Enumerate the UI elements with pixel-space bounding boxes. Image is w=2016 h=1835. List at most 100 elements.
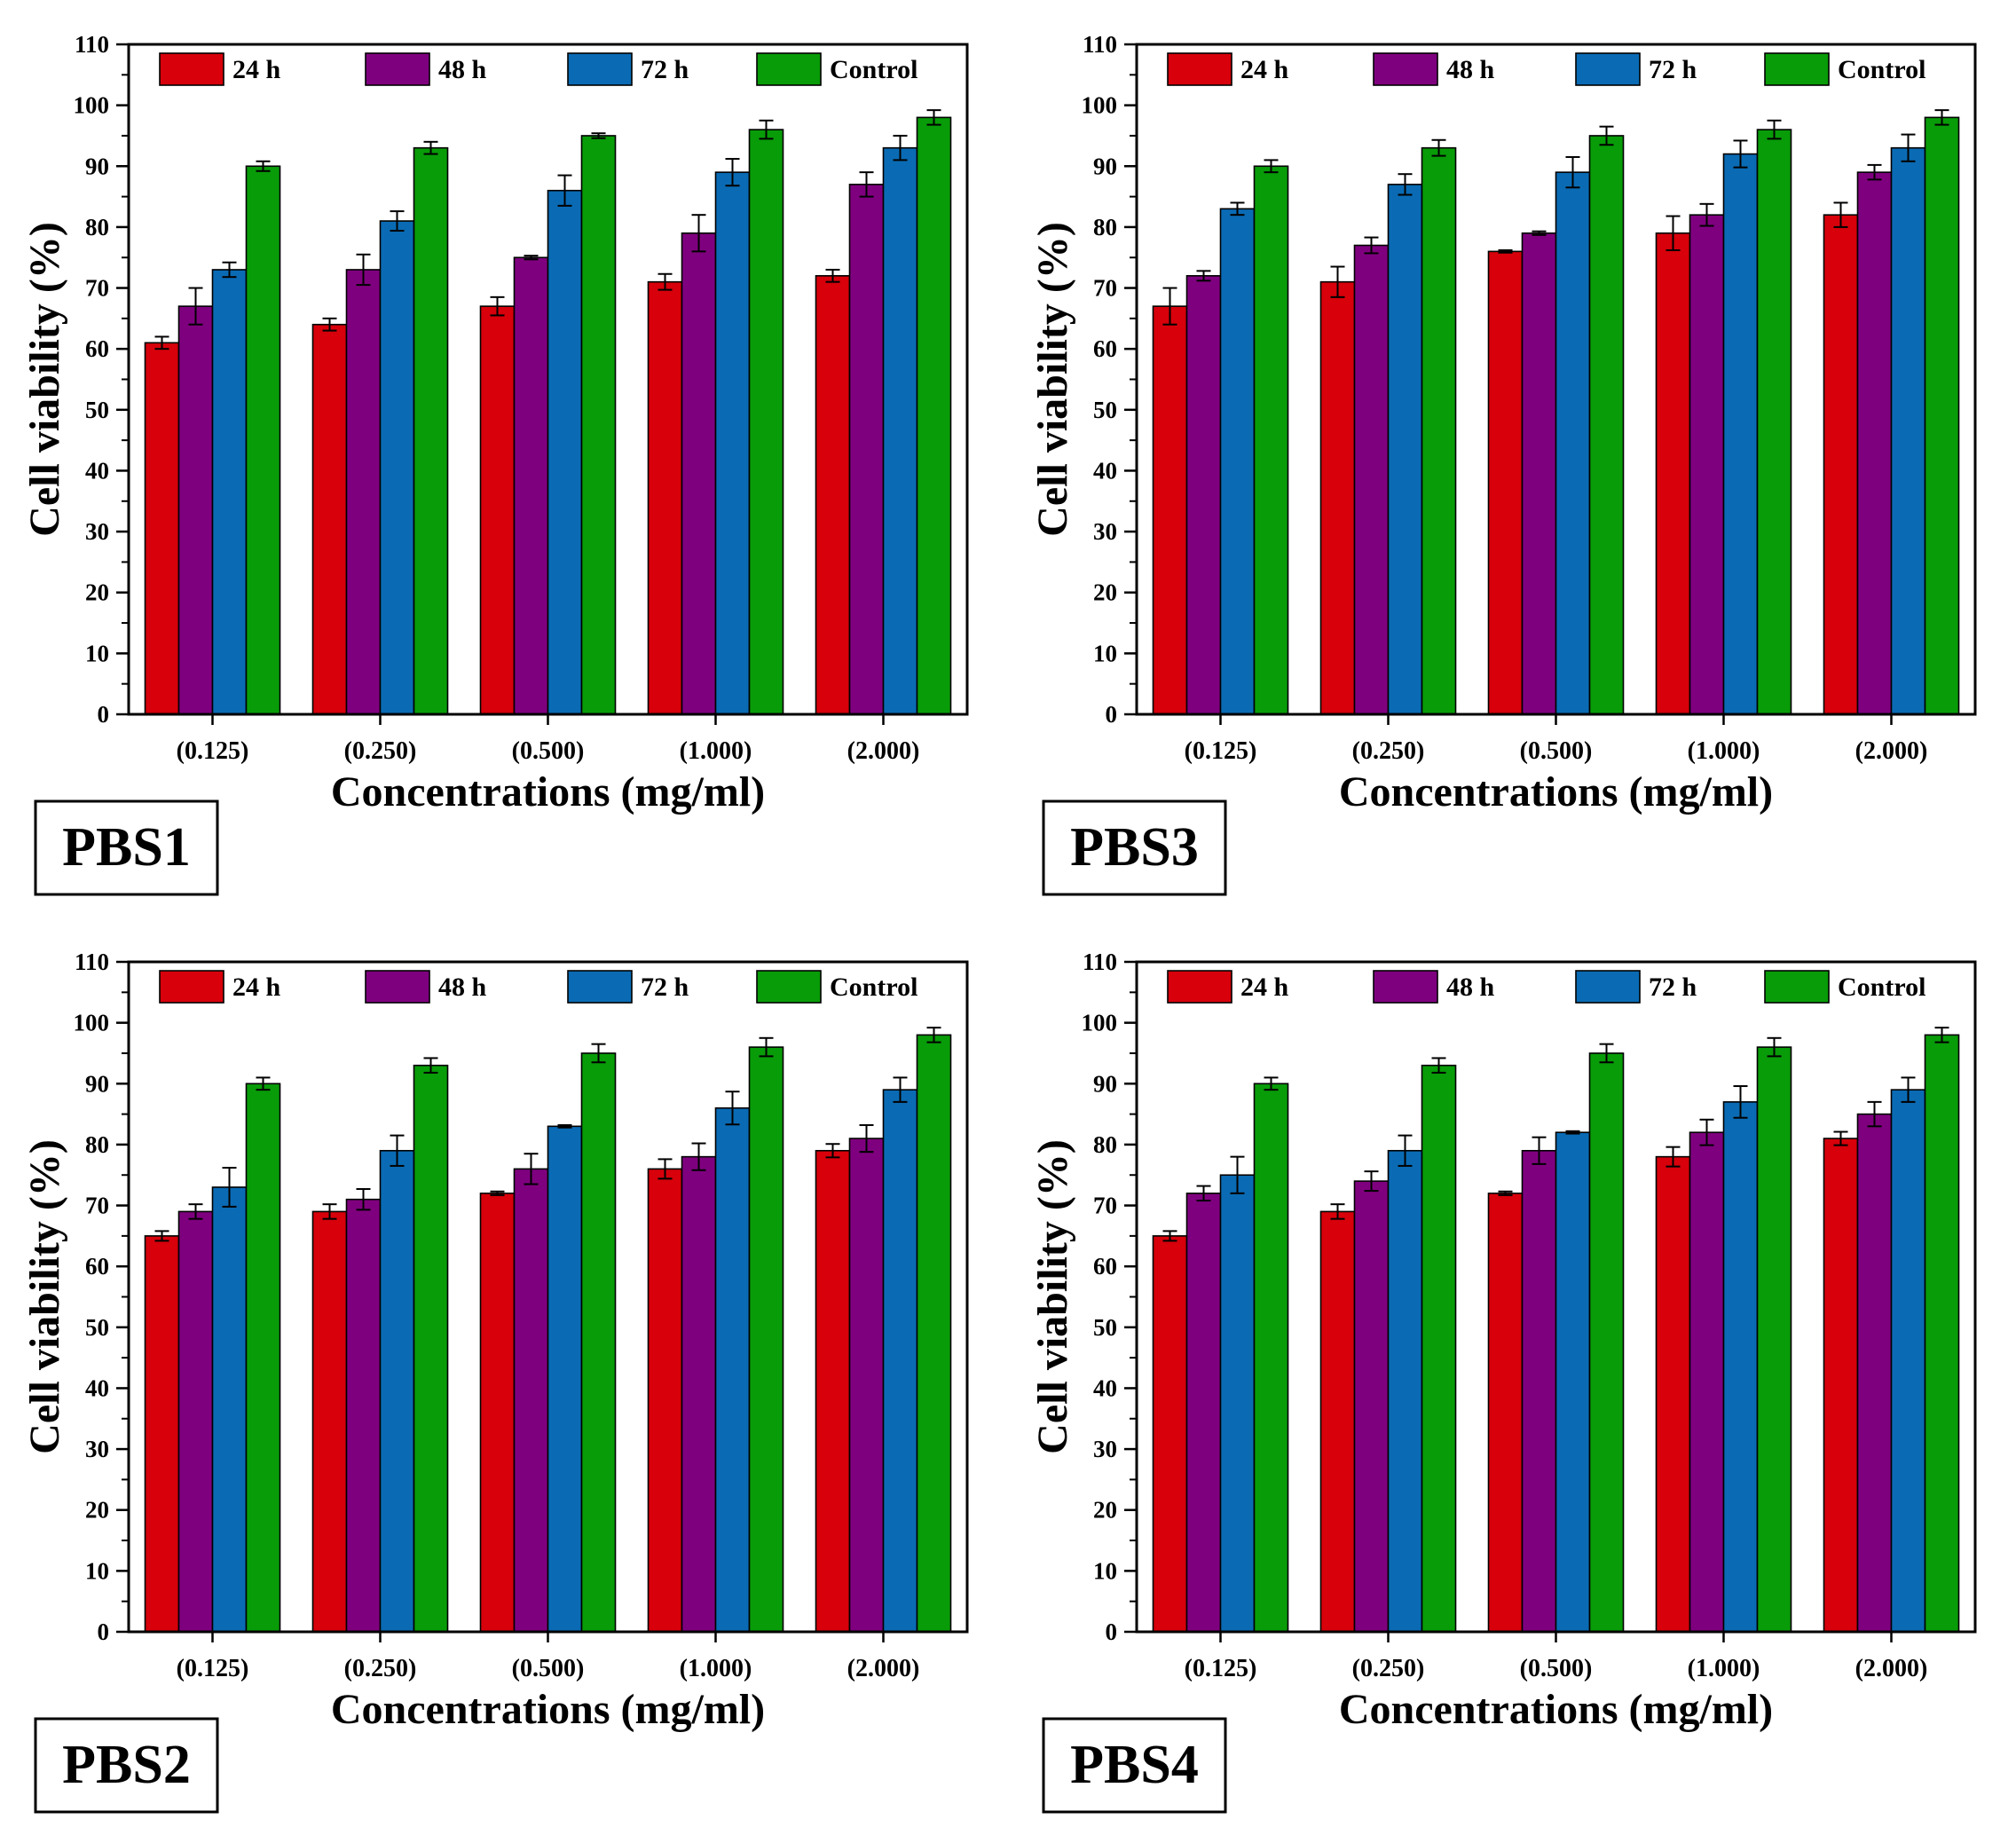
error-bar-72-h-0-125 <box>222 261 237 279</box>
bar-72-h-0-125 <box>211 1186 248 1633</box>
bar-24-h-0-125 <box>1152 305 1188 715</box>
x-tick-label: (0.125) <box>1185 1655 1257 1682</box>
y-tick-label: 90 <box>85 1070 109 1097</box>
error-bar-control-0-125 <box>1264 159 1279 174</box>
x-tick-label: (0.250) <box>344 737 417 765</box>
bar-24-h-0-500 <box>479 305 516 715</box>
bar-control-1-000 <box>748 1046 784 1633</box>
bar-48-h-0-250 <box>1353 244 1390 715</box>
y-tick-label: 80 <box>1093 214 1117 240</box>
legend-pbs1: 24 h 48 h 72 h Control <box>159 52 917 86</box>
error-bar-72-h-1-000 <box>725 158 740 187</box>
error-bar-48-h-0-500 <box>1532 230 1547 236</box>
panel-label-box <box>34 799 219 896</box>
y-tick-label: 20 <box>1093 579 1117 606</box>
error-bar-72-h-2-000 <box>893 1076 908 1103</box>
error-bar-control-0-500 <box>1599 125 1614 146</box>
error-bar-48-h-0-250 <box>1364 1170 1379 1193</box>
panel-label: PBS1 <box>62 817 191 878</box>
bar-control-0-500 <box>580 1052 617 1633</box>
y-axis-title: Cell viability (%) <box>1029 222 1076 537</box>
chart-panel-pbs2: 0 10 20 30 40 50 60 70 80 90 100 110 (0.125) (0.250)(… <box>0 918 1008 1835</box>
y-tick-label: 40 <box>85 1374 109 1401</box>
bar-control-0-500 <box>1588 135 1625 715</box>
chart-panel-pbs1: 0 10 20 30 40 50 60 70 80 90 100 110 (0.125) (0.250)(… <box>0 0 1008 918</box>
bar-48-h-0-250 <box>1353 1180 1390 1633</box>
bar-48-h-0-500 <box>1521 232 1557 715</box>
y-tick-label: 60 <box>1093 1253 1117 1280</box>
error-bar-24-h-1-000 <box>658 1158 673 1180</box>
bar-control-0-250 <box>413 146 449 715</box>
x-tick-label: (1.000) <box>680 1655 752 1682</box>
legend-pbs3: 24 h 48 h 72 h Control <box>1167 52 1925 86</box>
legend-swatch-control <box>756 970 822 1004</box>
x-tick-label: (1.000) <box>680 737 752 765</box>
error-bar-72-h-0-500 <box>1565 1130 1580 1135</box>
bar-24-h-1-000 <box>647 280 683 715</box>
error-bar-24-h-0-250 <box>322 317 337 332</box>
panel-label: PBS4 <box>1070 1735 1199 1795</box>
y-tick-label: 70 <box>1093 1193 1117 1219</box>
y-tick-label: 50 <box>85 397 109 423</box>
bar-72-h-2-000 <box>882 1089 918 1633</box>
bar-24-h-2-000 <box>1823 1138 1859 1633</box>
y-tick-label: 10 <box>1093 640 1117 666</box>
bar-48-h-0-500 <box>1521 1149 1557 1633</box>
error-bar-48-h-0-250 <box>356 1188 371 1211</box>
x-axis-pbs3: (0.125) (0.250) (0.500) (1.000) (2.000) <box>1185 714 1927 765</box>
legend-label-48-h: 48 h <box>1446 973 1495 1002</box>
error-bar-24-h-1-000 <box>1666 1146 1681 1168</box>
y-axis-pbs1: 0 10 20 30 40 50 60 70 80 90 100 110 <box>74 31 129 728</box>
x-tick-label: (0.500) <box>512 1655 585 1682</box>
chart-panel-pbs3: 0 10 20 30 40 50 60 70 80 90 100 110 (0.125) (0.250)(… <box>1008 0 2016 918</box>
y-tick-label: 0 <box>98 701 110 728</box>
bar-control-2-000 <box>1924 116 1960 715</box>
bar-control-0-125 <box>245 165 281 715</box>
bar-control-0-125 <box>245 1083 281 1633</box>
error-bar-48-h-0-500 <box>1532 1136 1547 1165</box>
y-tick-label: 30 <box>1093 1436 1117 1462</box>
error-bar-72-h-2-000 <box>893 134 908 161</box>
error-bar-24-h-2-000 <box>1833 1130 1848 1146</box>
error-bar-24-h-0-250 <box>1330 265 1345 298</box>
bar-24-h-0-125 <box>1152 1235 1188 1633</box>
y-tick-label: 100 <box>1082 1010 1118 1036</box>
error-bar-48-h-2-000 <box>859 1123 874 1154</box>
bar-72-h-0-250 <box>1387 1149 1423 1633</box>
x-tick-label: (0.250) <box>344 1655 417 1682</box>
bar-48-h-0-250 <box>345 1198 382 1633</box>
y-tick-label: 30 <box>85 1436 109 1462</box>
x-tick-label: (2.000) <box>847 1655 920 1682</box>
bar-48-h-0-500 <box>513 256 549 715</box>
legend-label-48-h: 48 h <box>1446 55 1495 84</box>
legend-label-24-h: 24 h <box>1240 973 1289 1002</box>
bar-24-h-0-500 <box>1487 1193 1524 1633</box>
error-bar-control-2-000 <box>1934 109 1949 126</box>
panel-label: PBS3 <box>1070 817 1199 878</box>
legend-label-48-h: 48 h <box>438 55 487 84</box>
x-tick-label: (0.500) <box>1520 737 1593 765</box>
error-bar-48-h-0-250 <box>1364 236 1379 255</box>
error-bar-48-h-1-000 <box>691 214 706 253</box>
bar-48-h-0-500 <box>513 1168 549 1633</box>
bar-control-0-250 <box>413 1064 449 1633</box>
error-bar-72-h-0-250 <box>1398 173 1413 196</box>
y-tick-label: 100 <box>74 92 110 119</box>
x-tick-label: (0.250) <box>1352 737 1425 765</box>
error-bar-24-h-0-125 <box>154 335 169 350</box>
y-tick-label: 60 <box>85 335 109 362</box>
y-tick-label: 110 <box>75 31 109 58</box>
error-bar-48-h-2-000 <box>1867 1100 1882 1128</box>
bar-24-h-0-125 <box>144 1235 180 1633</box>
bar-control-2-000 <box>1924 1034 1960 1633</box>
legend-swatch-control <box>756 52 822 86</box>
legend-swatch-24-h <box>159 52 224 86</box>
error-bar-72-h-0-250 <box>390 210 405 232</box>
bar-24-h-0-250 <box>1319 280 1356 715</box>
error-bar-72-h-0-125 <box>1230 201 1245 217</box>
panel-label-box <box>34 1717 219 1814</box>
legend-label-48-h: 48 h <box>438 973 487 1002</box>
error-bar-72-h-0-125 <box>222 1166 237 1208</box>
